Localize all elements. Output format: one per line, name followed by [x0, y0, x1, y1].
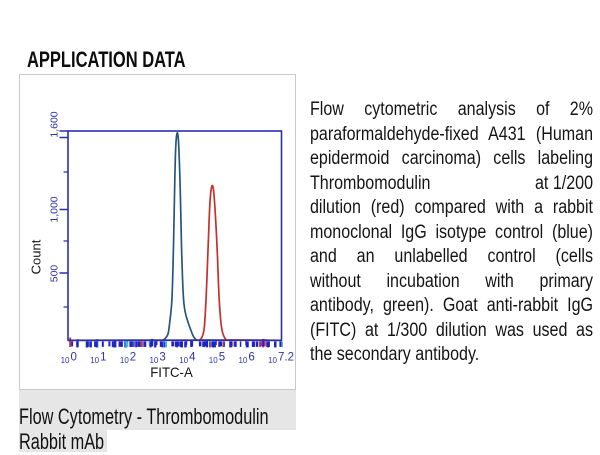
svg-text:10: 10 — [209, 356, 218, 365]
svg-text:0: 0 — [71, 351, 77, 363]
svg-text:1,600: 1,600 — [49, 111, 61, 137]
svg-text:3: 3 — [159, 351, 165, 363]
svg-text:500: 500 — [49, 265, 61, 283]
svg-text:6: 6 — [248, 351, 254, 363]
svg-text:FITC-A: FITC-A — [150, 364, 193, 380]
svg-text:1: 1 — [100, 351, 106, 363]
svg-text:Count: Count — [29, 239, 44, 274]
svg-text:5: 5 — [219, 351, 225, 363]
svg-text:10: 10 — [268, 356, 277, 365]
svg-text:7.2: 7.2 — [278, 351, 294, 363]
svg-text:10: 10 — [90, 356, 99, 365]
svg-text:10: 10 — [179, 356, 188, 365]
svg-text:4: 4 — [189, 351, 196, 363]
svg-text:10: 10 — [120, 356, 129, 365]
svg-text:10: 10 — [149, 356, 158, 365]
svg-text:1,000: 1,000 — [49, 196, 61, 222]
svg-text:10: 10 — [238, 356, 247, 365]
svg-text:10: 10 — [61, 356, 70, 365]
svg-text:2: 2 — [130, 351, 136, 363]
